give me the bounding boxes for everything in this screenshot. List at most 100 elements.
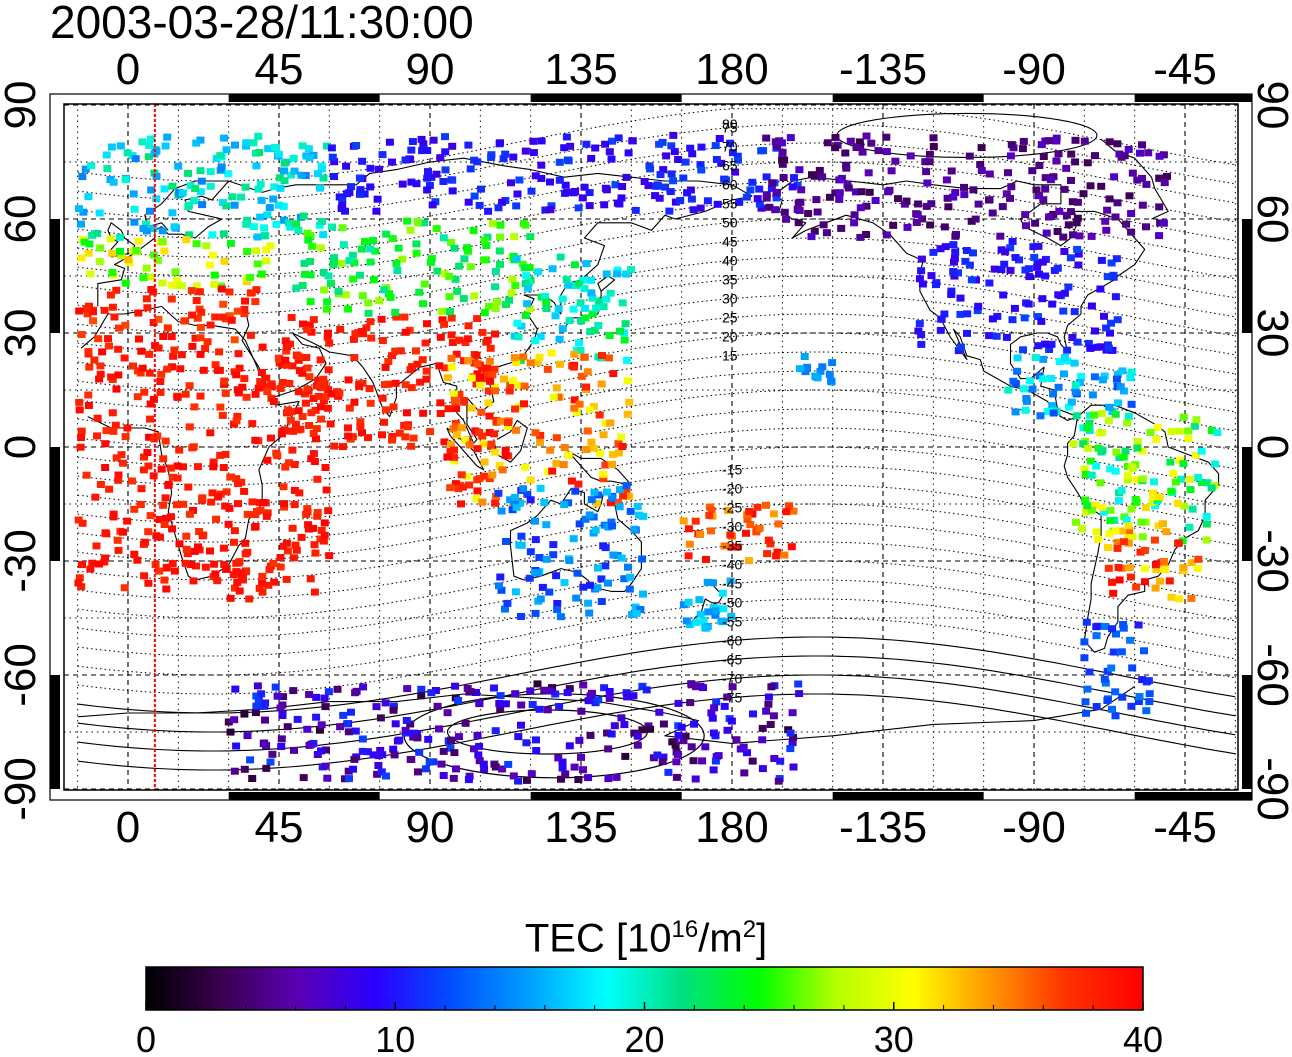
tec-point bbox=[478, 432, 487, 440]
tec-point bbox=[266, 242, 275, 250]
tec-point bbox=[245, 595, 254, 603]
tec-point bbox=[314, 392, 323, 400]
tec-point bbox=[441, 364, 450, 372]
tec-point bbox=[575, 400, 584, 408]
tec-point bbox=[613, 552, 622, 559]
tec-point bbox=[527, 187, 536, 195]
tec-point bbox=[114, 476, 123, 484]
tec-point bbox=[322, 142, 331, 150]
tec-point bbox=[542, 521, 551, 529]
tec-point bbox=[788, 709, 797, 717]
tec-point bbox=[570, 404, 579, 412]
tec-point bbox=[1133, 176, 1142, 184]
tec-point bbox=[464, 322, 473, 330]
tec-point bbox=[216, 451, 225, 459]
tec-point bbox=[755, 200, 764, 208]
tec-point bbox=[240, 765, 249, 773]
tec-point bbox=[356, 190, 364, 198]
tec-point bbox=[1142, 180, 1151, 188]
tec-point bbox=[914, 200, 923, 208]
tec-point bbox=[317, 721, 326, 729]
tec-point bbox=[1083, 424, 1092, 432]
tec-point bbox=[1151, 584, 1160, 592]
tec-point bbox=[801, 368, 810, 376]
tec-point bbox=[549, 551, 558, 559]
tec-point bbox=[1197, 447, 1206, 455]
tec-point bbox=[455, 336, 464, 344]
tec-point bbox=[144, 462, 153, 470]
tec-point bbox=[160, 521, 169, 528]
tec-point bbox=[921, 158, 930, 166]
tec-point bbox=[251, 511, 260, 519]
tec-point bbox=[1013, 354, 1022, 362]
tec-point bbox=[292, 220, 300, 228]
tec-point bbox=[464, 776, 473, 784]
tec-point bbox=[222, 202, 231, 210]
tec-point bbox=[1127, 702, 1136, 710]
tec-point bbox=[735, 198, 744, 206]
tec-point bbox=[199, 531, 208, 539]
tec-point bbox=[345, 404, 354, 412]
tec-point bbox=[1105, 195, 1114, 203]
tec-point bbox=[988, 209, 997, 217]
tec-point bbox=[337, 259, 346, 267]
tec-point bbox=[289, 154, 298, 162]
tec-point bbox=[175, 446, 184, 454]
tec-point bbox=[736, 745, 745, 753]
tec-point bbox=[469, 227, 478, 235]
tec-point bbox=[343, 190, 351, 198]
tec-point bbox=[1133, 438, 1142, 445]
tec-point bbox=[1112, 630, 1120, 638]
tec-point bbox=[163, 133, 172, 141]
tec-point bbox=[929, 134, 938, 142]
tec-point bbox=[701, 743, 710, 751]
contour-line bbox=[77, 313, 1236, 391]
tec-point bbox=[671, 198, 680, 206]
tec-point bbox=[322, 305, 331, 313]
tec-point bbox=[1159, 558, 1168, 565]
tec-point bbox=[388, 235, 397, 243]
tec-point bbox=[620, 336, 629, 344]
tec-point bbox=[407, 756, 416, 763]
tec-point bbox=[419, 409, 428, 417]
tec-point bbox=[686, 144, 695, 152]
tec-point bbox=[178, 189, 187, 197]
tec-point bbox=[498, 466, 507, 474]
tec-point bbox=[452, 350, 461, 358]
tec-point bbox=[742, 529, 750, 537]
tec-point bbox=[1055, 358, 1064, 366]
tec-point bbox=[496, 221, 505, 229]
tec-point bbox=[795, 207, 804, 214]
tec-point bbox=[645, 162, 654, 170]
tec-point bbox=[1065, 403, 1073, 411]
tec-point bbox=[288, 362, 297, 370]
tec-point bbox=[906, 152, 915, 160]
tec-point bbox=[521, 463, 530, 471]
tec-point bbox=[713, 200, 722, 208]
tec-point bbox=[589, 402, 598, 410]
tec-point bbox=[319, 397, 328, 405]
tec-point bbox=[1047, 340, 1056, 348]
tec-point bbox=[560, 444, 569, 451]
tec-point bbox=[183, 550, 192, 558]
tec-point bbox=[608, 451, 617, 458]
tec-point bbox=[317, 526, 326, 534]
tec-point bbox=[531, 337, 540, 345]
tec-point bbox=[607, 518, 616, 526]
tec-point bbox=[1073, 198, 1082, 206]
tec-point bbox=[1087, 471, 1096, 479]
tec-point bbox=[452, 423, 461, 431]
tec-point bbox=[1128, 664, 1137, 672]
tec-point bbox=[532, 736, 540, 744]
tec-point bbox=[419, 140, 428, 148]
tec-point bbox=[1146, 428, 1155, 436]
tec-point bbox=[609, 551, 618, 559]
tec-point bbox=[258, 588, 267, 596]
tec-point bbox=[1128, 532, 1137, 540]
tec-point bbox=[192, 562, 200, 570]
tec-point bbox=[1193, 565, 1202, 573]
tec-point bbox=[447, 331, 456, 339]
tec-point bbox=[216, 166, 225, 174]
tec-point bbox=[406, 226, 415, 234]
tec-point bbox=[306, 298, 315, 306]
